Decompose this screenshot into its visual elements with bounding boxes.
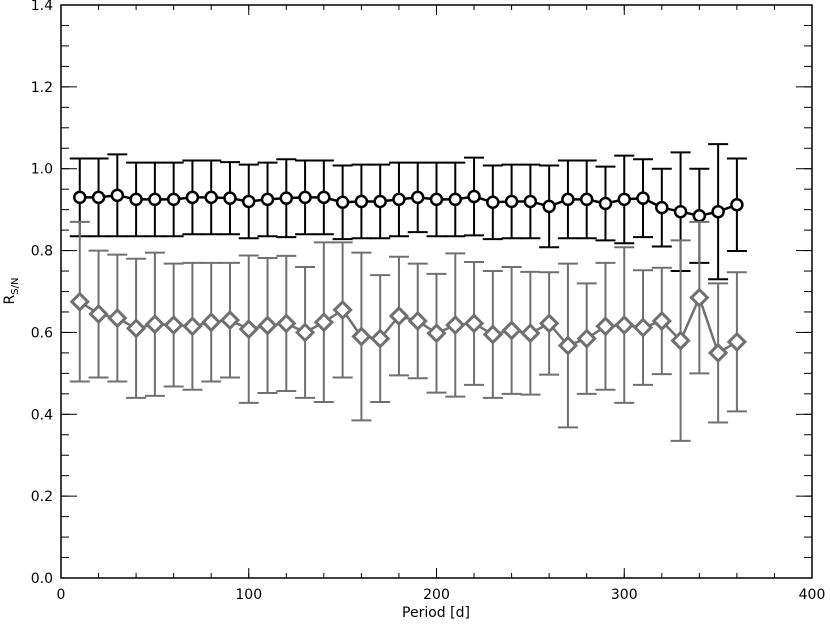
marker <box>614 314 635 336</box>
y-axis-label: RS/N <box>2 278 21 305</box>
marker <box>335 195 350 210</box>
marker <box>539 313 560 334</box>
marker <box>166 192 181 207</box>
y-axis-label-sub: S/N <box>10 278 21 295</box>
y-tick-label: 0.6 <box>31 325 53 341</box>
x-tick-label: 300 <box>611 587 638 603</box>
marker <box>520 323 541 344</box>
x-tick-label: 100 <box>235 587 262 603</box>
y-tick-label: 1.0 <box>31 162 53 178</box>
marker <box>219 310 241 331</box>
marker <box>523 194 538 209</box>
marker <box>501 320 522 341</box>
marker <box>504 194 519 209</box>
marker <box>260 192 275 207</box>
marker <box>276 313 297 334</box>
marker <box>388 305 410 327</box>
marker <box>392 192 406 207</box>
marker <box>463 313 485 334</box>
marker <box>373 194 387 209</box>
marker <box>576 328 597 349</box>
marker <box>73 190 87 205</box>
marker <box>370 328 391 349</box>
marker <box>448 192 463 207</box>
marker <box>144 314 165 335</box>
marker <box>91 190 106 205</box>
marker <box>426 323 447 344</box>
marker <box>351 326 372 347</box>
marker <box>617 192 631 207</box>
marker <box>110 188 125 203</box>
marker <box>651 310 672 332</box>
marker <box>595 316 616 337</box>
marker <box>445 314 466 336</box>
marker <box>482 324 503 345</box>
y-tick-label: 0.0 <box>31 571 53 587</box>
x-axis-label: Period [d] <box>402 605 470 621</box>
y-tick-label: 1.2 <box>31 80 53 96</box>
marker <box>730 197 744 212</box>
y-tick-label: 0.2 <box>31 489 53 505</box>
marker <box>598 196 613 211</box>
marker <box>313 312 334 333</box>
marker <box>298 190 312 205</box>
marker <box>692 209 707 223</box>
marker <box>561 192 575 207</box>
marker <box>407 310 428 332</box>
marker <box>148 192 162 207</box>
marker <box>107 307 128 329</box>
marker <box>579 192 594 207</box>
marker <box>689 287 710 308</box>
marker <box>238 319 259 340</box>
y-axis-label-main: R <box>2 294 18 304</box>
marker <box>69 291 90 312</box>
marker <box>129 192 143 207</box>
marker <box>201 312 222 333</box>
marker <box>242 194 256 209</box>
marker <box>354 194 369 209</box>
x-tick-label: 0 <box>57 587 66 603</box>
marker <box>655 200 669 215</box>
marker <box>185 190 200 205</box>
y-tick-label: 0.8 <box>31 244 53 260</box>
marker <box>429 192 444 207</box>
marker <box>673 204 688 219</box>
marker <box>542 199 556 214</box>
marker <box>257 315 278 336</box>
marker <box>332 299 353 321</box>
marker <box>279 191 294 205</box>
marker <box>467 189 481 204</box>
marker <box>486 195 500 210</box>
marker <box>294 322 316 343</box>
x-tick-label: 400 <box>799 587 826 603</box>
marker <box>708 342 729 364</box>
marker <box>223 191 237 205</box>
marker <box>670 330 691 351</box>
marker <box>636 191 650 205</box>
marker <box>711 204 725 219</box>
marker <box>163 314 184 336</box>
y-tick-label: 0.4 <box>31 407 53 423</box>
marker <box>410 190 425 205</box>
marker <box>726 331 748 352</box>
marker <box>317 190 331 205</box>
y-tick-label: 1.4 <box>31 0 53 14</box>
marker <box>88 303 109 325</box>
marker <box>632 317 654 338</box>
marker <box>204 190 218 205</box>
x-tick-label: 200 <box>423 587 450 603</box>
marker <box>182 316 203 337</box>
marker <box>125 318 147 339</box>
marker <box>557 335 579 356</box>
